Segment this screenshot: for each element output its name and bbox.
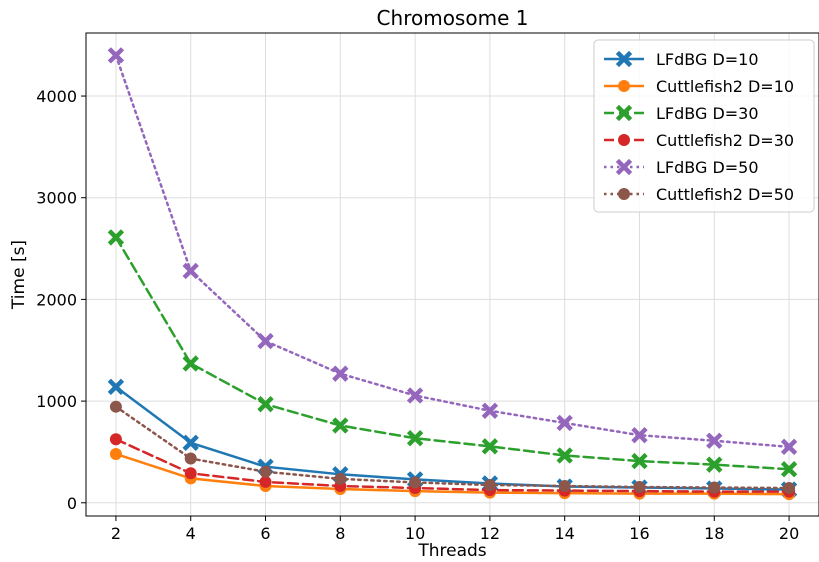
legend-label: Cuttlefish2 D=10 — [656, 77, 794, 96]
legend-marker — [618, 188, 630, 200]
data-point — [184, 467, 197, 480]
x-axis-title: Threads — [417, 541, 486, 561]
series-3 — [107, 229, 798, 478]
x-tick-label: 2 — [111, 524, 121, 543]
x-tick-label: 18 — [704, 524, 724, 543]
data-point — [631, 426, 648, 444]
data-point — [332, 417, 349, 434]
data-point — [182, 262, 199, 280]
series-line — [114, 54, 791, 449]
legend-entry: LFdBG D=30 — [604, 104, 759, 123]
chart-title: Chromosome 1 — [377, 6, 529, 30]
legend-marker — [615, 50, 633, 68]
data-point — [780, 461, 798, 478]
legend-label: LFdBG D=30 — [656, 104, 759, 123]
data-point — [409, 476, 422, 489]
data-point — [109, 400, 122, 413]
data-point — [633, 481, 646, 494]
data-point — [631, 452, 648, 470]
data-point — [556, 414, 573, 432]
data-point — [182, 355, 199, 372]
data-point — [184, 452, 197, 465]
data-point — [259, 475, 272, 488]
x-tick-label: 10 — [405, 524, 425, 543]
y-tick-label: 2000 — [36, 290, 77, 309]
series-line — [114, 405, 791, 490]
y-axis-title: Time [s] — [9, 240, 29, 310]
data-point — [481, 402, 499, 419]
data-point — [406, 387, 424, 404]
data-point — [109, 447, 122, 460]
legend-label: LFdBG D=50 — [656, 158, 759, 177]
y-tick-label: 4000 — [36, 87, 77, 106]
x-tick-label: 14 — [555, 524, 575, 543]
series-5 — [107, 47, 798, 456]
legend-label: Cuttlefish2 D=50 — [656, 185, 794, 204]
data-point — [483, 478, 496, 491]
data-point — [257, 332, 274, 350]
axis-ticks: 2 4 6 8 10 12 14 16 18 20 0 1000 2000 3000 4000 — [36, 87, 799, 543]
y-tick-label: 0 — [67, 494, 77, 513]
x-tick-label: 12 — [480, 524, 500, 543]
y-tick-label: 3000 — [36, 189, 77, 208]
data-point — [706, 456, 723, 473]
legend-entry: Cuttlefish2 D=50 — [604, 185, 794, 204]
data-point — [708, 481, 721, 494]
data-point — [109, 433, 122, 446]
legend-entry: Cuttlefish2 D=30 — [604, 131, 794, 150]
data-point — [107, 47, 125, 64]
x-tick-label: 4 — [186, 524, 196, 543]
legend-marker — [615, 104, 633, 122]
data-point — [780, 438, 798, 456]
legend-marker — [618, 80, 630, 92]
series-line — [114, 236, 791, 471]
data-point — [257, 395, 274, 413]
series-lines — [107, 47, 798, 501]
data-point — [107, 229, 125, 246]
data-point — [783, 482, 796, 495]
plot-frame — [85, 32, 819, 517]
legend-entry: Cuttlefish2 D=10 — [604, 77, 794, 96]
x-tick-label: 20 — [779, 524, 799, 543]
data-point — [259, 465, 272, 478]
legend-marker — [618, 134, 630, 146]
data-point — [556, 447, 573, 464]
x-tick-label: 16 — [629, 524, 649, 543]
legend-label: LFdBG D=10 — [656, 50, 759, 69]
data-point — [558, 480, 571, 493]
data-point — [481, 438, 499, 455]
legend-entry: LFdBG D=50 — [604, 158, 759, 177]
legend-entry: LFdBG D=10 — [604, 50, 759, 69]
series-line — [114, 437, 791, 493]
data-point — [107, 378, 125, 396]
legend-box — [593, 39, 815, 213]
data-point — [182, 434, 199, 451]
legend-marker — [615, 158, 633, 176]
data-point — [332, 365, 349, 382]
legend: LFdBG D=10 Cuttlefish2 D=10 LFdBG D=30 Cutt… — [593, 39, 815, 213]
data-point — [706, 432, 723, 449]
x-tick-label: 8 — [335, 524, 345, 543]
series-6 — [109, 400, 796, 495]
series-line — [114, 452, 791, 496]
data-point — [334, 472, 347, 485]
data-point — [406, 430, 424, 447]
x-tick-label: 6 — [260, 524, 270, 543]
y-tick-label: 1000 — [36, 392, 77, 411]
legend-label: Cuttlefish2 D=30 — [656, 131, 794, 150]
